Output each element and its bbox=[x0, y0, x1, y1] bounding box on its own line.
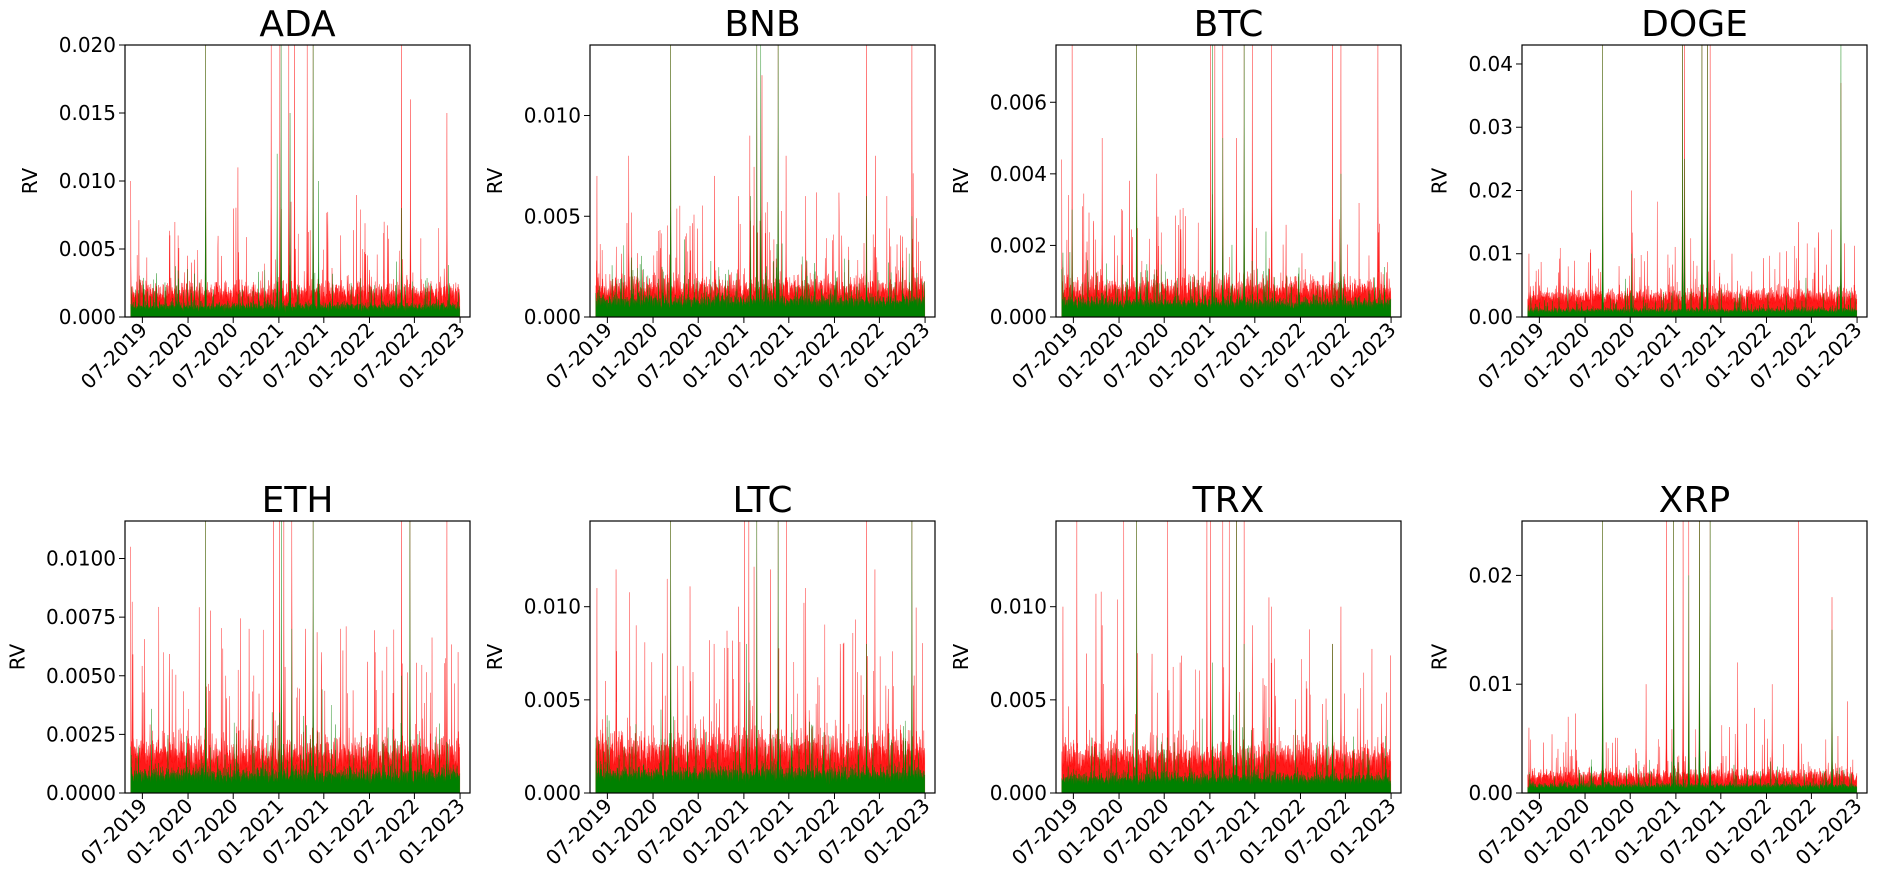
y-axis-label: RV bbox=[5, 643, 29, 670]
subplot-title: ETH bbox=[262, 480, 334, 521]
y-tick-label: 0.000 bbox=[524, 781, 581, 805]
y-tick-label: 0.03 bbox=[1468, 115, 1513, 139]
plot-area bbox=[1061, 45, 1392, 317]
axes-frame bbox=[1055, 520, 1402, 794]
subplot-doge: DOGE0.000.010.020.030.0407-201901-202007… bbox=[1428, 4, 1868, 394]
subplot-eth: ETH0.00000.00250.00500.00750.010007-2019… bbox=[5, 480, 471, 870]
axes-frame bbox=[124, 520, 471, 794]
subplot-title: BNB bbox=[724, 4, 800, 45]
series-area-green bbox=[130, 521, 461, 793]
y-tick-label: 0.00 bbox=[1468, 781, 1513, 805]
y-tick-label: 0.0025 bbox=[46, 722, 116, 746]
y-tick-label: 0.02 bbox=[1468, 178, 1513, 202]
y-tick-label: 0.004 bbox=[990, 162, 1047, 186]
subplot-title: ADA bbox=[259, 4, 336, 45]
y-tick-label: 0.01 bbox=[1468, 672, 1513, 696]
y-tick-label: 0.010 bbox=[990, 595, 1047, 619]
y-axis-label: RV bbox=[1428, 643, 1452, 670]
y-tick-label: 0.0050 bbox=[46, 664, 116, 688]
plot-area bbox=[130, 45, 461, 317]
plot-area bbox=[595, 45, 926, 317]
subplot-title: DOGE bbox=[1641, 4, 1748, 45]
y-tick-label: 0.04 bbox=[1468, 52, 1513, 76]
y-tick-label: 0.002 bbox=[990, 233, 1047, 257]
series-area-green bbox=[1061, 45, 1392, 317]
y-tick-label: 0.000 bbox=[524, 305, 581, 329]
axes-frame bbox=[1055, 44, 1402, 318]
subplot-title: LTC bbox=[732, 480, 792, 521]
y-tick-label: 0.000 bbox=[59, 305, 116, 329]
axes-frame bbox=[1521, 520, 1868, 794]
series-area-green bbox=[595, 45, 926, 317]
axes-frame bbox=[589, 44, 936, 318]
y-tick-label: 0.01 bbox=[1468, 242, 1513, 266]
plot-area bbox=[1061, 521, 1392, 793]
y-axis-label: RV bbox=[483, 643, 507, 670]
y-tick-label: 0.010 bbox=[59, 169, 116, 193]
y-tick-label: 0.0100 bbox=[46, 547, 116, 571]
subplot-title: XRP bbox=[1659, 480, 1730, 521]
subplot-xrp: XRP0.000.010.0207-201901-202007-202001-2… bbox=[1428, 480, 1868, 870]
plot-area bbox=[595, 521, 926, 793]
series-area-red bbox=[1527, 521, 1858, 793]
y-tick-label: 0.006 bbox=[990, 90, 1047, 114]
y-tick-label: 0.005 bbox=[524, 688, 581, 712]
series-area-red bbox=[595, 521, 926, 793]
subplot-title: BTC bbox=[1194, 4, 1264, 45]
series-area-green bbox=[1061, 521, 1392, 793]
y-tick-label: 0.015 bbox=[59, 101, 116, 125]
y-tick-label: 0.0000 bbox=[46, 781, 116, 805]
axes-frame bbox=[124, 44, 471, 318]
series-area-green bbox=[595, 521, 926, 793]
series-area-green bbox=[130, 45, 461, 317]
subplot-bnb: BNB0.0000.0050.01007-201901-202007-20200… bbox=[483, 4, 936, 394]
y-tick-label: 0.020 bbox=[59, 33, 116, 57]
y-tick-label: 0.010 bbox=[524, 595, 581, 619]
y-tick-label: 0.000 bbox=[990, 781, 1047, 805]
y-tick-label: 0.0075 bbox=[46, 605, 116, 629]
y-tick-label: 0.005 bbox=[59, 237, 116, 261]
series-area-green bbox=[1527, 45, 1858, 317]
series-area-red bbox=[1061, 45, 1392, 317]
y-tick-label: 0.005 bbox=[990, 688, 1047, 712]
subplot-title: TRX bbox=[1192, 480, 1265, 521]
subplot-ltc: LTC0.0000.0050.01007-201901-202007-20200… bbox=[483, 480, 936, 870]
plot-area bbox=[1527, 521, 1858, 793]
y-axis-label: RV bbox=[949, 643, 973, 670]
plot-area bbox=[1527, 45, 1858, 317]
series-area-red bbox=[130, 45, 461, 317]
axes-frame bbox=[1521, 44, 1868, 318]
y-tick-label: 0.005 bbox=[524, 204, 581, 228]
axes-frame bbox=[589, 520, 936, 794]
y-tick-label: 0.000 bbox=[990, 305, 1047, 329]
y-axis-label: RV bbox=[18, 167, 42, 194]
subplot-ada: ADA0.0000.0050.0100.0150.02007-201901-20… bbox=[18, 4, 471, 394]
plot-area bbox=[130, 521, 461, 793]
y-axis-label: RV bbox=[949, 167, 973, 194]
series-area-red bbox=[1527, 45, 1858, 317]
series-area-green bbox=[1527, 521, 1858, 793]
y-tick-label: 0.00 bbox=[1468, 305, 1513, 329]
subplot-trx: TRX0.0000.0050.01007-201901-202007-20200… bbox=[949, 480, 1402, 870]
y-axis-label: RV bbox=[1428, 167, 1452, 194]
y-tick-label: 0.02 bbox=[1468, 563, 1513, 587]
series-area-red bbox=[130, 521, 461, 793]
y-axis-label: RV bbox=[483, 167, 507, 194]
subplot-btc: BTC0.0000.0020.0040.00607-201901-202007-… bbox=[949, 4, 1402, 394]
y-tick-label: 0.010 bbox=[524, 104, 581, 128]
